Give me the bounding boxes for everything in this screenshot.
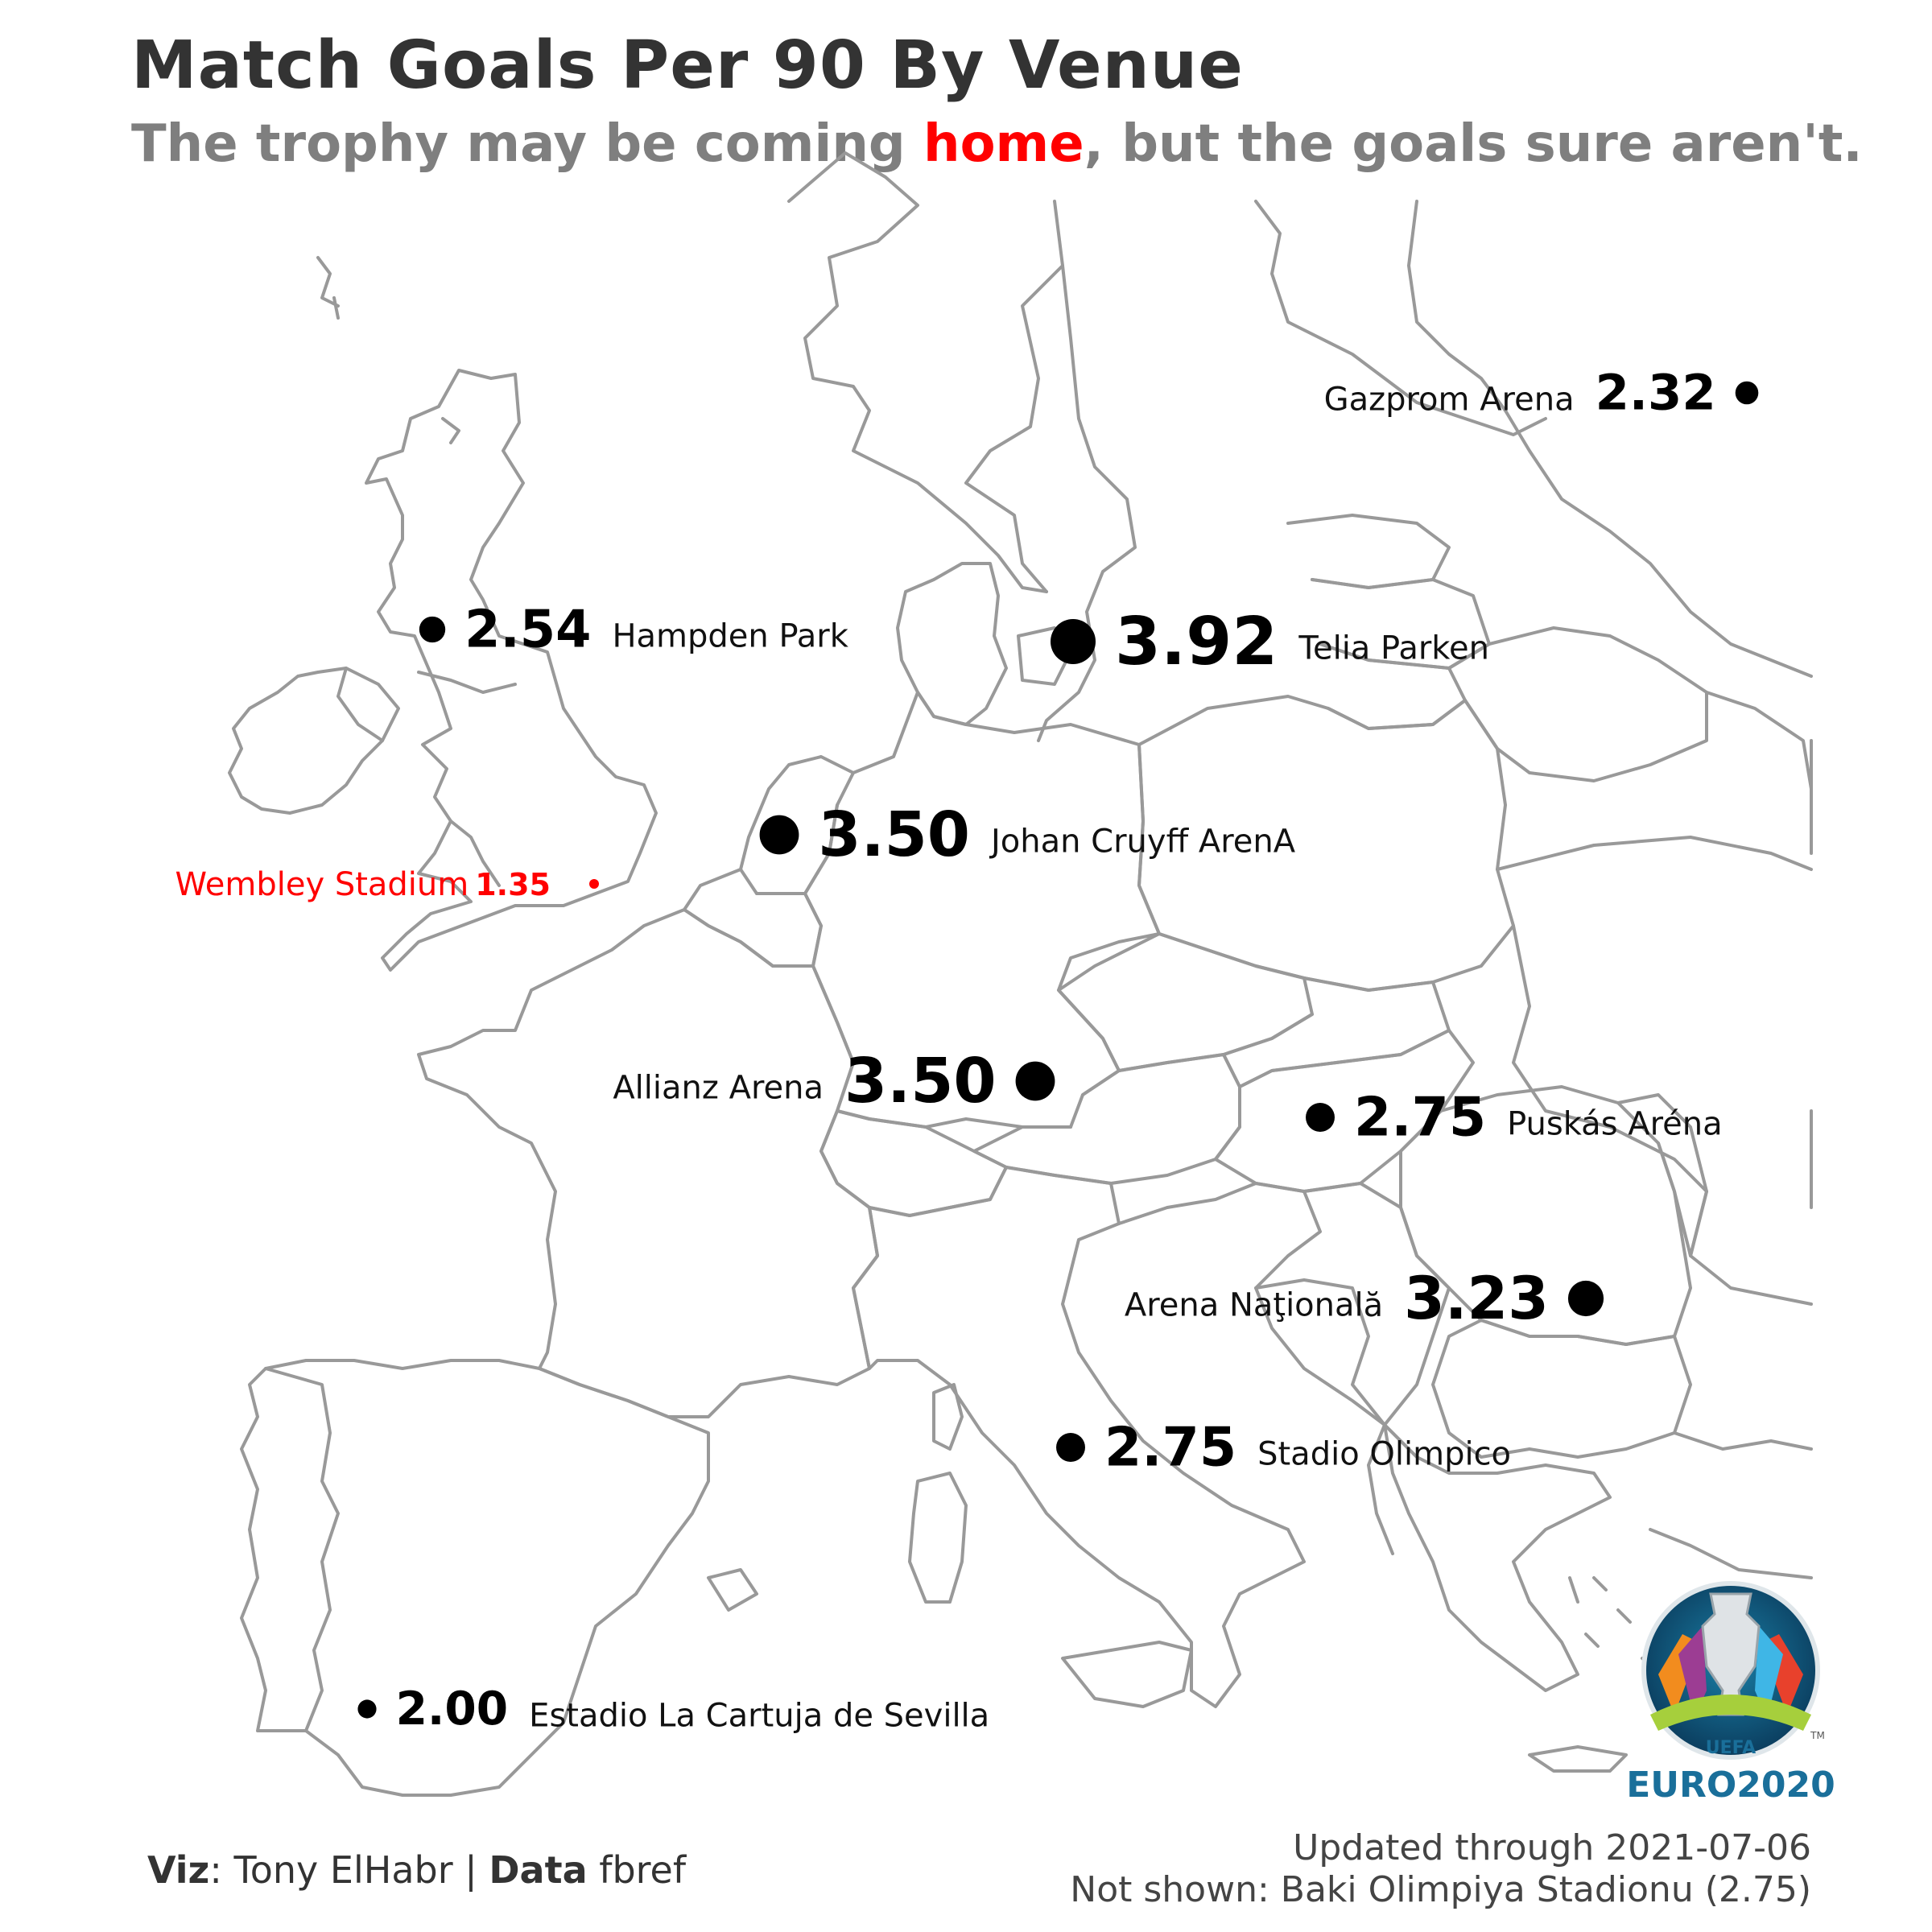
venue-point — [1567, 1280, 1604, 1317]
venue-point — [419, 616, 446, 643]
border-sicily — [1061, 1641, 1193, 1708]
venue-name-label: Johan Cruyff ArenA — [989, 824, 1296, 861]
border-bosnia — [1254, 1278, 1386, 1426]
border-sardinia — [908, 1472, 968, 1604]
border-moldova — [1616, 1093, 1708, 1257]
border-greece — [1383, 1423, 1612, 1692]
border-switzerland — [819, 1109, 1008, 1217]
border-france — [417, 908, 879, 1418]
country-borders — [228, 151, 1813, 1797]
border-finland — [1254, 200, 1547, 436]
venue-value-label: 2.75 — [1354, 1086, 1486, 1149]
viz-label: Viz — [147, 1848, 210, 1892]
viz-value: : Tony ElHabr | — [209, 1848, 489, 1892]
border-wales — [449, 819, 501, 887]
venue-point — [1056, 1433, 1085, 1462]
venue-value-label: 3.50 — [818, 799, 970, 871]
border-great-britain — [365, 369, 658, 972]
border-denmark — [896, 562, 1008, 726]
subtitle-highlight: home — [923, 114, 1084, 174]
border-russia — [1504, 409, 1813, 678]
border-austria — [972, 1053, 1241, 1185]
border-islands — [1568, 1576, 1656, 1672]
logo-tm: TM — [1810, 1730, 1825, 1741]
border-norway-coast — [787, 151, 1048, 593]
border-albania — [1367, 1423, 1394, 1555]
border-iberia — [240, 1359, 710, 1797]
venue-layer: 2.32 Gazprom Arena 2.54 Hampden Park 3.92 Tel… — [175, 365, 1759, 1736]
border-slovakia — [1222, 976, 1451, 1088]
venue-name-label: Telia Parken — [1298, 630, 1489, 667]
venue-value-label: 3.23 — [1404, 1265, 1549, 1333]
venue-point — [1051, 619, 1096, 664]
chart-subtitle: The trophy may be coming home, but the g… — [131, 114, 1863, 174]
venue-point — [759, 815, 799, 855]
venue-name-label: Wembley Stadium — [175, 866, 469, 903]
logo-grass — [1650, 1695, 1811, 1731]
subtitle-after: , but the goals sure aren't. — [1084, 114, 1863, 174]
venue-name-label: Estadio La Cartuja de Sevilla — [529, 1698, 989, 1735]
chart-title: Match Goals Per 90 By Venue — [131, 27, 1244, 104]
logo-figure-mid-right — [1755, 1626, 1783, 1719]
border-northern-ireland — [336, 667, 384, 742]
logo-figure-mid-left — [1678, 1626, 1707, 1719]
venue-name-label: Hampden Park — [612, 618, 848, 655]
venue-point — [357, 1699, 377, 1719]
venue-point — [1306, 1103, 1335, 1132]
venue-value-label: 3.92 — [1115, 604, 1278, 680]
data-label: Data — [489, 1848, 588, 1892]
venue-value-label: 3.50 — [844, 1046, 997, 1117]
border-slovenia-croatia — [1117, 1182, 1386, 1426]
border-finland-russia — [1407, 200, 1507, 412]
venue-value-label: 2.32 — [1596, 365, 1716, 422]
border-turkey — [1649, 1431, 1813, 1579]
logo-uefa: UEFA — [1706, 1738, 1756, 1758]
border-czechia — [1057, 932, 1314, 1072]
venue-name-label: Arena Naţională — [1125, 1287, 1383, 1324]
venue-point — [589, 879, 599, 889]
notes: Updated through 2021-07-06 Not shown: Ba… — [1070, 1827, 1811, 1911]
border-shetland — [316, 256, 340, 320]
logo-euro2020: EURO2020 — [1626, 1765, 1835, 1806]
border-romania — [1399, 1085, 1692, 1346]
venue-name-label: Gazprom Arena — [1324, 382, 1575, 419]
border-scotland-england — [417, 671, 517, 694]
border-belarus-east — [1705, 691, 1813, 791]
data-value: fbref — [587, 1848, 687, 1892]
border-italy — [852, 1166, 1306, 1708]
venue-point — [1735, 381, 1759, 405]
venue-name-label: Allianz Arena — [613, 1070, 824, 1107]
venue-point — [1015, 1061, 1055, 1101]
updated-note: Updated through 2021-07-06 — [1293, 1827, 1811, 1868]
border-estonia — [1286, 514, 1451, 589]
border-netherlands — [739, 755, 855, 895]
euro2020-logo: UEFA TM EURO2020 — [1626, 1581, 1835, 1806]
not-shown-note: Not shown: Baki Olimpiya Stadionu (2.75) — [1070, 1868, 1811, 1910]
venue-value-label: 2.54 — [464, 601, 591, 660]
border-norway-sweden — [964, 200, 1064, 593]
venue-value-label: 2.00 — [396, 1682, 509, 1736]
border-sweden-coast — [1037, 264, 1137, 742]
border-belarus — [1447, 626, 1708, 782]
border-mallorca — [707, 1568, 758, 1612]
border-zealand — [1017, 626, 1072, 686]
border-orkney — [441, 417, 460, 444]
venue-name-label: Stadio Olimpico — [1257, 1436, 1511, 1473]
venue-value-label: 1.35 — [475, 867, 551, 902]
credits: Viz: Tony ElHabr | Data fbref — [147, 1848, 686, 1892]
border-ireland — [228, 667, 400, 815]
border-crete — [1528, 1745, 1628, 1773]
venue-value-label: 2.75 — [1104, 1416, 1236, 1479]
subtitle-before: The trophy may be coming — [131, 114, 923, 174]
border-corsica — [932, 1383, 964, 1451]
border-portugal — [264, 1367, 340, 1732]
border-ukraine — [1496, 836, 1813, 1306]
venue-name-label: Puskás Aréna — [1507, 1106, 1723, 1143]
